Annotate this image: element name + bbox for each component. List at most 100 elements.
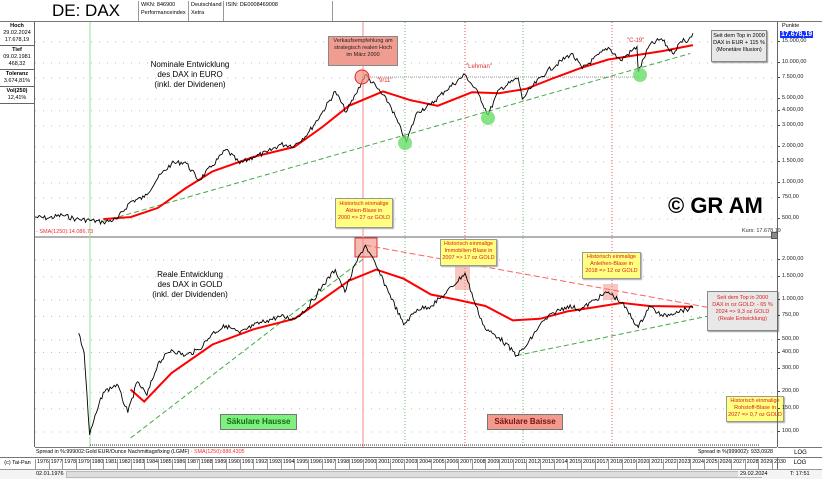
note-line: Seit dem Top in 2000 — [713, 33, 765, 39]
note-line: 2027 => 0,7 oz GOLD — [728, 412, 782, 418]
year-tick-label: 2011 — [512, 459, 526, 469]
upper-trendline — [103, 53, 691, 222]
upper-tick-label: 2.000,00 — [777, 142, 804, 149]
bubble-2007-marker — [455, 266, 470, 290]
nominal-info-box: Seit dem Top in 2000 DAX in EUR + 115 % (M… — [711, 30, 767, 62]
wkn: WKN: 846900 — [141, 2, 176, 8]
year-tick-label: 2014 — [553, 459, 567, 469]
low-2020-marker — [633, 68, 647, 82]
footer-bar: 02.01.1976 29.02.2024 T: 17:51 — [0, 469, 822, 479]
note-line: Historisch einmalige — [586, 254, 637, 260]
note-line: 2018 => 12 oz GOLD — [585, 268, 638, 274]
stat-value: 09.02.1981 — [3, 54, 31, 60]
year-tick-label: 1983 — [130, 459, 144, 469]
series-layer — [35, 33, 759, 439]
instrument-title: DE: DAX — [51, 1, 121, 20]
low-2003-marker — [398, 136, 412, 150]
upper-tick-label: 10.000,00 — [777, 59, 807, 65]
commodity-bubble-box: Historisch einmalige Rohstoff-Blase in 202… — [726, 396, 784, 422]
note-line: strategisch realen Hoch — [334, 45, 392, 51]
label-c19: "C-19" — [627, 38, 645, 44]
year-tick-label: 1997 — [321, 459, 335, 469]
caption-line: des DAX in GOLD — [157, 280, 223, 289]
year-tick-label: 2026 — [717, 459, 731, 469]
year-tick-label: 2001 — [376, 459, 390, 469]
index-type: Performanceindex — [141, 10, 186, 16]
label-lehman: "Lehman" — [466, 64, 492, 70]
year-tick-label: 2017 — [594, 459, 608, 469]
lower-tick-label: 750,00 — [778, 312, 799, 319]
upper-tick-label: 5.000,00 — [777, 95, 804, 102]
note-line: DAX in EUR + 115 % — [713, 40, 765, 46]
year-tick-label: 2013 — [540, 459, 554, 469]
right-axis: Punkte 17.678,19 15.000,00 10.000,00 7.500… — [771, 22, 822, 456]
year-tick-label: 1993 — [267, 459, 281, 469]
lower-chart-caption: Reale Entwicklung des DAX in GOLD (inkl. d… — [130, 270, 250, 300]
note-line: Immobilien-Blase in — [444, 248, 493, 254]
year-tick-label: 1977 — [48, 459, 62, 469]
note-line: 2007 => 17 oz GOLD — [442, 255, 495, 261]
note-line: 2024 => 9,3 oz GOLD — [715, 309, 770, 315]
year-tick-label: 1981 — [103, 459, 117, 469]
year-tick-label: 2003 — [403, 459, 417, 469]
year-tick-label: 2018 — [608, 459, 622, 469]
year-tick-label: 2023 — [676, 459, 690, 469]
time-scrollbar[interactable] — [66, 471, 762, 478]
chart-header: DE: DAX WKN: 846900 Performanceindex Deut… — [0, 0, 822, 22]
bubble-2018-marker — [603, 284, 618, 300]
caption-line: (inkl. der Dividenen) — [154, 80, 226, 89]
year-tick-label: 2007 — [458, 459, 472, 469]
wkn-info: WKN: 846900 Performanceindex — [138, 1, 188, 21]
copyright: (c) Tai-Pan — [0, 457, 35, 469]
note-line: (Monetäre Illusion) — [716, 47, 762, 53]
panel-resize-handle[interactable] — [771, 232, 778, 239]
year-tick-label: 1990 — [226, 459, 240, 469]
lower-tick-label: 100,00 — [778, 428, 799, 434]
year-tick-label: 2012 — [526, 459, 540, 469]
bond-bubble-box: Historisch einmalige Anleihen-Blase in 201… — [582, 252, 641, 279]
year-tick-label: 2016 — [581, 459, 595, 469]
lower-tick-label: 300,00 — [778, 365, 799, 372]
stat-volatility: Vol(250) 12,41% — [0, 87, 34, 104]
lower-scale-label[interactable]: LOG — [778, 447, 822, 456]
upper-tick-label: 750,00 — [778, 193, 799, 200]
note-line: 2000 => 27 oz GOLD — [337, 215, 391, 221]
end-date: 29.02.2024 — [738, 471, 768, 477]
spread-info-row: Spread in %:999002:Gold EUR/Ounce Nachmi… — [35, 447, 777, 457]
year-tick-label: 2030 — [772, 459, 786, 469]
note-line: Aktien-Blase in — [345, 208, 383, 214]
note-line: Historisch einmalige — [730, 398, 780, 404]
lower-trendline-up — [130, 257, 366, 439]
year-tick-label: 2022 — [662, 459, 677, 469]
year-tick-label: 2025 — [703, 459, 718, 469]
year-tick-label: 1986 — [171, 459, 185, 469]
x-scale-label[interactable]: LOG — [777, 457, 822, 469]
exchange: Xetra — [191, 10, 205, 16]
stat-tolerance: Toleranz 3.674,81% — [0, 70, 34, 87]
year-tick-label: 1978 — [62, 459, 76, 469]
stats-panel: Hoch 29.02.2024 17.678,19 Tief 09.02.1981 46… — [0, 22, 35, 447]
year-tick-label: 1998 — [335, 459, 349, 469]
note-line: Rohstoff-Blase in — [734, 405, 776, 411]
note-line: Historisch einmalige — [443, 241, 494, 247]
year-axis[interactable]: 1976 1977 1978 1979 1980 1981 1982 1983 1984 1985… — [35, 457, 786, 469]
upper-sma-line — [103, 44, 694, 221]
note-line: Seit dem Top in 2000 — [716, 295, 769, 301]
label-911: "9/11" — [377, 78, 393, 84]
year-tick-label: 1996 — [308, 459, 322, 469]
lower-sma-label: - SMA(1250):888,4305 — [190, 449, 245, 455]
stat-value: 12,41% — [7, 95, 27, 101]
year-tick-label: 2009 — [485, 459, 499, 469]
note-line: im März 2000 — [346, 52, 380, 58]
lower-sma-line — [129, 268, 693, 403]
low-2009-marker — [481, 111, 495, 125]
start-date: 02.01.1976 — [36, 471, 64, 477]
upper-tick-label: 3.000,00 — [777, 121, 804, 128]
year-tick-label: 1982 — [116, 459, 131, 469]
lower-tick-label: 150,00 — [778, 404, 799, 411]
year-tick-label: 1985 — [157, 459, 172, 469]
clock-time: T: 17:51 — [790, 471, 810, 477]
year-tick-label: 2015 — [567, 459, 581, 469]
lower-trendline-up-2 — [516, 313, 718, 356]
